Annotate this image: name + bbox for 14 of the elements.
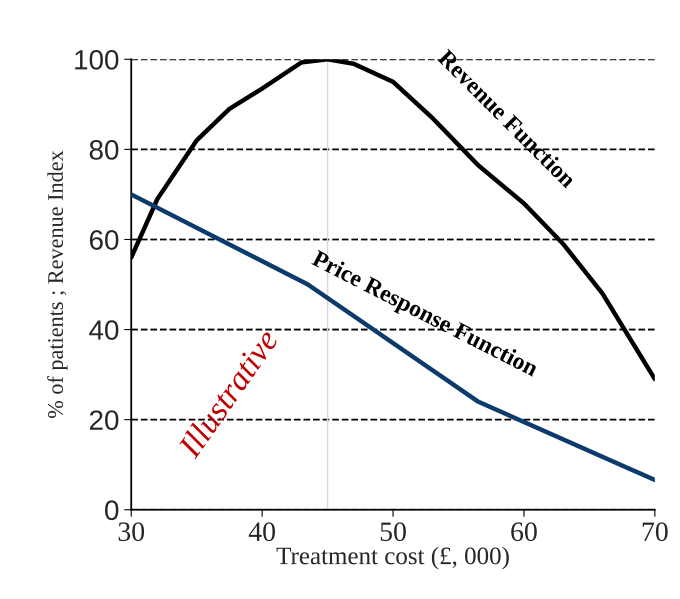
y-tick-label: 60	[90, 230, 118, 250]
y-axis-title: % of patients ; Revenue Index	[47, 150, 68, 418]
x-tick-label: 60	[511, 522, 537, 542]
x-tick-label: 30	[118, 522, 144, 542]
y-tick-label: 40	[89, 320, 118, 340]
x-tick-label: 70	[642, 522, 668, 542]
x-axis-title: Treatment cost (£, 000)	[276, 546, 509, 570]
x-tick-label: 50	[380, 522, 406, 542]
line-series	[131, 192, 655, 482]
x-tick-label: 40	[248, 522, 275, 542]
y-tick-label: 100	[75, 50, 118, 70]
y-tick-label: 20	[90, 410, 118, 430]
y-tick-label: 0	[105, 500, 118, 520]
y-tick-label: 80	[90, 140, 118, 160]
